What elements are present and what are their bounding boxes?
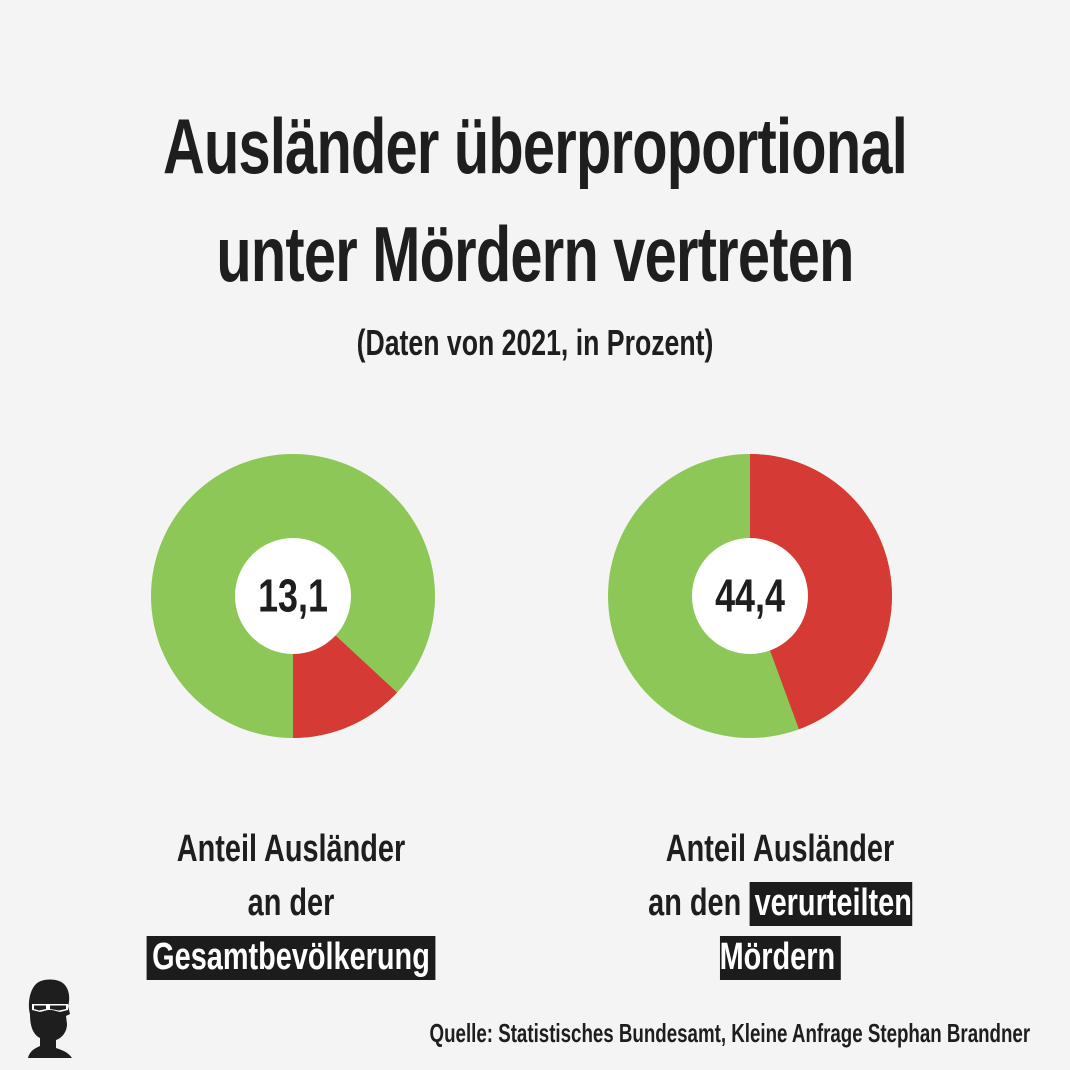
caption-murderers-line-1: Anteil Ausländer — [665, 828, 895, 870]
donut-hole-population — [235, 538, 351, 654]
caption-population-highlight: Gesamtbevölkerung — [146, 936, 436, 980]
donut-chart-population: 13,1 — [151, 454, 435, 738]
caption-murderers-highlight: verurteilten Mördern — [719, 882, 912, 980]
slice-foreigners-murderers — [750, 454, 893, 730]
center-label-population: 13,1 — [258, 570, 328, 621]
caption-population-prefix: an der — [247, 882, 335, 924]
caption-murderers-prefix: an den — [648, 882, 742, 924]
title-line-2: unter Mördern vertreten — [216, 210, 854, 298]
caption-population-line-2: an der Gesamtbevölkerung — [124, 876, 458, 984]
chart-title: Ausländer überproportional unter Mördern… — [139, 92, 931, 308]
title-line-1: Ausländer überproportional — [162, 102, 908, 190]
center-label-murderers: 44,4 — [715, 570, 785, 621]
caption-population: Anteil Ausländer an der Gesamtbevölkerun… — [124, 822, 458, 984]
chart-subtitle: (Daten von 2021, in Prozent) — [356, 322, 714, 363]
donut-hole-murderers — [692, 538, 808, 654]
donut-chart-murderers: 44,4 — [608, 454, 893, 738]
source-note: Quelle: Statistisches Bundesamt, Kleine … — [429, 1018, 1030, 1048]
silhouette-logo-icon — [28, 979, 72, 1058]
caption-population-line-1: Anteil Ausländer — [176, 828, 406, 870]
caption-murderers: Anteil Ausländer an den verurteilten Mör… — [613, 822, 947, 984]
caption-murderers-line-2: an den verurteilten Mördern — [613, 876, 947, 984]
